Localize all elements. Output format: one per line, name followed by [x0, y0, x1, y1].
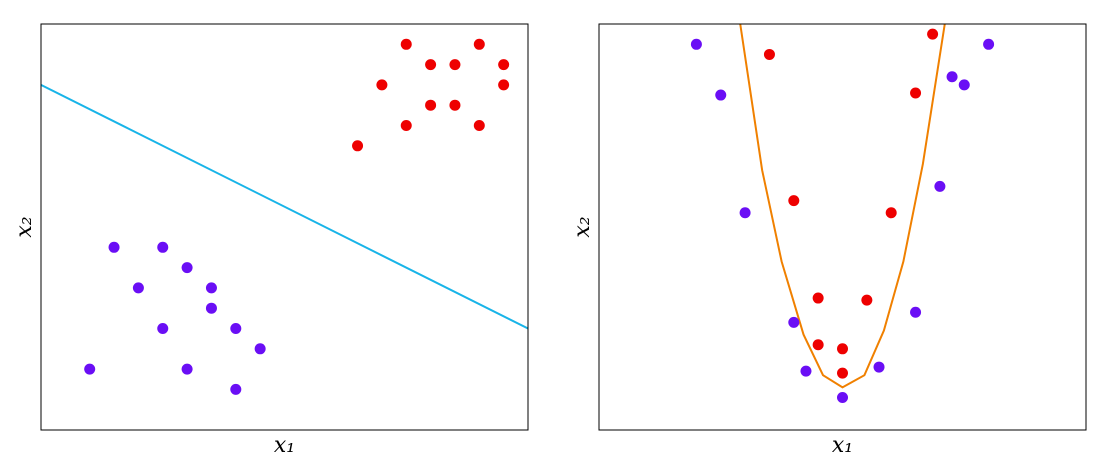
- plot-frame: [40, 23, 529, 431]
- point: [132, 282, 144, 294]
- point: [800, 365, 812, 377]
- point: [498, 79, 510, 91]
- point: [812, 292, 824, 304]
- point: [690, 38, 702, 50]
- point: [376, 79, 388, 91]
- point: [473, 38, 485, 50]
- point: [788, 316, 800, 328]
- point: [425, 59, 437, 71]
- point: [873, 361, 885, 373]
- point: [715, 89, 727, 101]
- point: [788, 195, 800, 207]
- point: [205, 282, 217, 294]
- point: [157, 241, 169, 253]
- point: [837, 367, 848, 379]
- point: [958, 79, 970, 91]
- plot-frame: [598, 23, 1087, 431]
- point: [910, 87, 922, 99]
- point: [400, 120, 412, 131]
- y-axis-label: x₂: [12, 216, 37, 237]
- point: [812, 339, 824, 351]
- point: [885, 207, 897, 219]
- point: [837, 392, 848, 404]
- point: [181, 363, 193, 375]
- point: [473, 120, 485, 131]
- decision-boundary: [739, 24, 946, 389]
- point: [449, 59, 461, 71]
- point: [108, 241, 120, 253]
- point: [927, 28, 939, 40]
- point: [425, 99, 437, 111]
- point: [946, 71, 958, 83]
- x-axis-label: x₁: [274, 433, 295, 458]
- point: [205, 302, 217, 314]
- point: [157, 323, 169, 334]
- x-axis-label: x₁: [832, 433, 853, 458]
- point: [400, 38, 412, 50]
- point: [861, 294, 873, 306]
- point: [181, 262, 193, 274]
- point: [763, 48, 775, 60]
- decision-boundary: [41, 84, 528, 330]
- y-axis-label: x₂: [570, 216, 595, 237]
- point: [230, 323, 242, 334]
- point: [84, 363, 96, 375]
- point: [449, 99, 461, 111]
- point: [254, 343, 266, 355]
- point: [739, 207, 751, 219]
- point: [498, 59, 510, 71]
- point: [910, 306, 922, 318]
- point: [837, 343, 848, 355]
- point: [352, 140, 364, 152]
- point: [983, 38, 995, 50]
- point: [230, 383, 242, 395]
- point: [934, 180, 946, 192]
